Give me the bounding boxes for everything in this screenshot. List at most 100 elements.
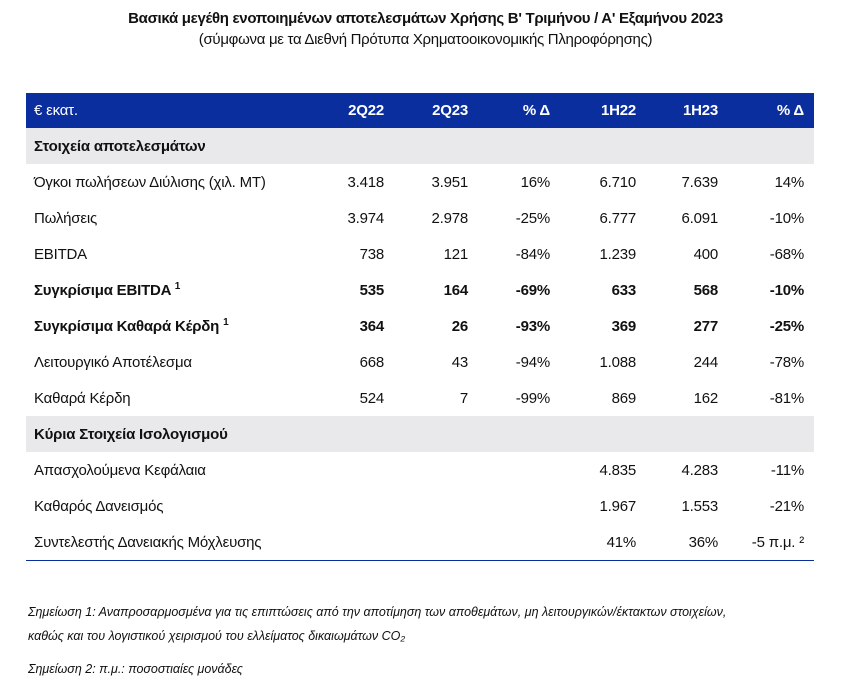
- note-1-line-1: Σημείωση 1: Αναπροσαρμοσμένα για τις επι…: [28, 605, 727, 619]
- row-label: Καθαρά Κέρδη: [26, 380, 312, 416]
- table-row: Όγκοι πωλήσεων Διύλισης (χιλ. ΜΤ) 3.418 3.…: [26, 164, 814, 200]
- row-label: Απασχολούμενα Κεφάλαια: [26, 452, 312, 488]
- table-cell: 369: [611, 317, 637, 335]
- header-2q23: 2Q23: [432, 102, 468, 119]
- table-cell: 400: [693, 245, 719, 263]
- page-subtitle: (σύμφωνα με τα Διεθνή Πρότυπα Χρηματοοικ…: [198, 31, 653, 48]
- table-cell: 1.239: [599, 245, 636, 263]
- row-label-text: Πωλήσεις: [34, 209, 98, 227]
- table-cell: -78%: [769, 353, 804, 371]
- row-label-text: EBITDA: [34, 245, 87, 263]
- row-label-text: Συντελεστής Δανειακής Μόχλευσης: [34, 533, 262, 551]
- table-row: Συντελεστής Δανειακής Μόχλευσης 41% 36% -5 …: [26, 524, 814, 561]
- table-cell: -99%: [515, 389, 550, 407]
- table-cell: 43: [451, 353, 468, 371]
- table-cell: 162: [693, 389, 719, 407]
- table-cell: 14%: [774, 173, 805, 191]
- table-cell: 2.978: [431, 209, 468, 227]
- table-cell: [312, 524, 384, 561]
- table-cell: -25%: [769, 317, 804, 335]
- table-cell: 4.835: [599, 461, 636, 479]
- row-label: Πωλήσεις: [26, 200, 312, 236]
- section-title: Στοιχεία αποτελεσμάτων: [26, 128, 814, 164]
- row-label: Συντελεστής Δανειακής Μόχλευσης: [26, 524, 312, 561]
- table-cell: 1.967: [599, 497, 636, 515]
- section-row: Στοιχεία αποτελεσμάτων: [26, 128, 814, 164]
- row-label-text: Συγκρίσιμα Καθαρά Κέρδη: [34, 318, 220, 335]
- section-title: Κύρια Στοιχεία Ισολογισμού: [26, 416, 814, 452]
- header-unit: € εκατ.: [34, 102, 78, 119]
- footnote-marker: 1: [174, 281, 181, 292]
- table-cell: 6.091: [681, 209, 718, 227]
- table-cell: [312, 452, 384, 488]
- table-row: Καθαρά Κέρδη 524 7 -99% 869 162 -81%: [26, 380, 814, 416]
- table-row: Συγκρίσιμα Καθαρά Κέρδη 1 364 26 -93% 369 277…: [26, 308, 814, 344]
- table-row: Καθαρός Δανεισμός 1.967 1.553 -21%: [26, 488, 814, 524]
- table-cell: 277: [693, 317, 719, 335]
- table-cell: [468, 488, 550, 524]
- table-cell: [312, 488, 384, 524]
- note-1-line-2: καθώς και του λογιστικού χειρισμού του ε…: [28, 629, 406, 643]
- table-cell: -10%: [769, 209, 804, 227]
- table-cell: 6.777: [599, 209, 636, 227]
- table-cell: 6.710: [599, 173, 636, 191]
- table-cell: 36%: [688, 533, 719, 551]
- row-label-text: Απασχολούμενα Κεφάλαια: [34, 461, 206, 479]
- table-cell: 7: [459, 389, 468, 407]
- table-cell: 16%: [520, 173, 551, 191]
- header-pct-change-q: % Δ: [522, 102, 550, 119]
- table-row: Απασχολούμενα Κεφάλαια 4.835 4.283 -11%: [26, 452, 814, 488]
- row-label-text: Λειτουργικό Αποτέλεσμα: [34, 353, 192, 371]
- row-label: Καθαρός Δανεισμός: [26, 488, 312, 524]
- section-row: Κύρια Στοιχεία Ισολογισμού: [26, 416, 814, 452]
- table-cell: 1.553: [681, 497, 718, 515]
- table-cell: -94%: [515, 353, 550, 371]
- table-row: Συγκρίσιμα EBITDA 1 535 164 -69% 633 568 -10%: [26, 272, 814, 308]
- table-cell: 164: [443, 281, 469, 299]
- table-cell: [384, 452, 468, 488]
- table-cell: 535: [359, 281, 385, 299]
- table-cell: 41%: [606, 533, 637, 551]
- row-label-text: Καθαρός Δανεισμός: [34, 497, 164, 515]
- table-cell: 7.639: [681, 173, 718, 191]
- row-label: Όγκοι πωλήσεων Διύλισης (χιλ. ΜΤ): [26, 164, 312, 200]
- table-cell: -81%: [769, 389, 804, 407]
- header-pct-change-h: % Δ: [776, 102, 804, 119]
- table-cell: -93%: [515, 317, 550, 335]
- table-cell: 4.283: [681, 461, 718, 479]
- table-cell: 3.418: [347, 173, 384, 191]
- table-row: Λειτουργικό Αποτέλεσμα 668 43 -94% 1.088 244 -…: [26, 344, 814, 380]
- table-cell: [468, 524, 550, 561]
- table-cell: [384, 488, 468, 524]
- header-1h23: 1H23: [682, 102, 718, 119]
- table-cell: 1.088: [599, 353, 636, 371]
- table-cell: [384, 524, 468, 561]
- table-cell: 668: [359, 353, 385, 371]
- table-cell: -84%: [515, 245, 550, 263]
- row-label-text: Συγκρίσιμα EBITDA: [34, 282, 171, 299]
- header-1h22: 1H22: [600, 102, 636, 119]
- results-table: € εκατ. 2Q22 2Q23 % Δ 1H22 1H23 % Δ Στοι…: [26, 93, 814, 561]
- row-label: Συγκρίσιμα EBITDA 1: [26, 272, 312, 308]
- table-row: Πωλήσεις 3.974 2.978 -25% 6.777 6.091 -10%: [26, 200, 814, 236]
- table-cell: 3.951: [431, 173, 468, 191]
- page-title: Βασικά μεγέθη ενοποιημένων αποτελεσμάτων…: [128, 10, 723, 27]
- table-cell: 364: [359, 317, 385, 335]
- row-label-text: Καθαρά Κέρδη: [34, 389, 131, 407]
- table-cell: 524: [359, 389, 385, 407]
- table-cell: 738: [359, 245, 385, 263]
- table-cell: 3.974: [347, 209, 384, 227]
- table-cell: -25%: [515, 209, 550, 227]
- table-cell: -11%: [770, 461, 804, 479]
- table-cell: 633: [611, 281, 637, 299]
- table-cell: -69%: [515, 281, 550, 299]
- table-cell: [468, 452, 550, 488]
- header-2q22: 2Q22: [348, 102, 384, 119]
- table-cell: -10%: [769, 281, 804, 299]
- table-cell: 121: [443, 245, 469, 263]
- table-cell: 568: [693, 281, 719, 299]
- table-row: EBITDA 738 121 -84% 1.239 400 -68%: [26, 236, 814, 272]
- row-label-text: Όγκοι πωλήσεων Διύλισης (χιλ. ΜΤ): [34, 173, 266, 191]
- row-label: Συγκρίσιμα Καθαρά Κέρδη 1: [26, 308, 312, 344]
- footnote-marker: 1: [223, 317, 229, 328]
